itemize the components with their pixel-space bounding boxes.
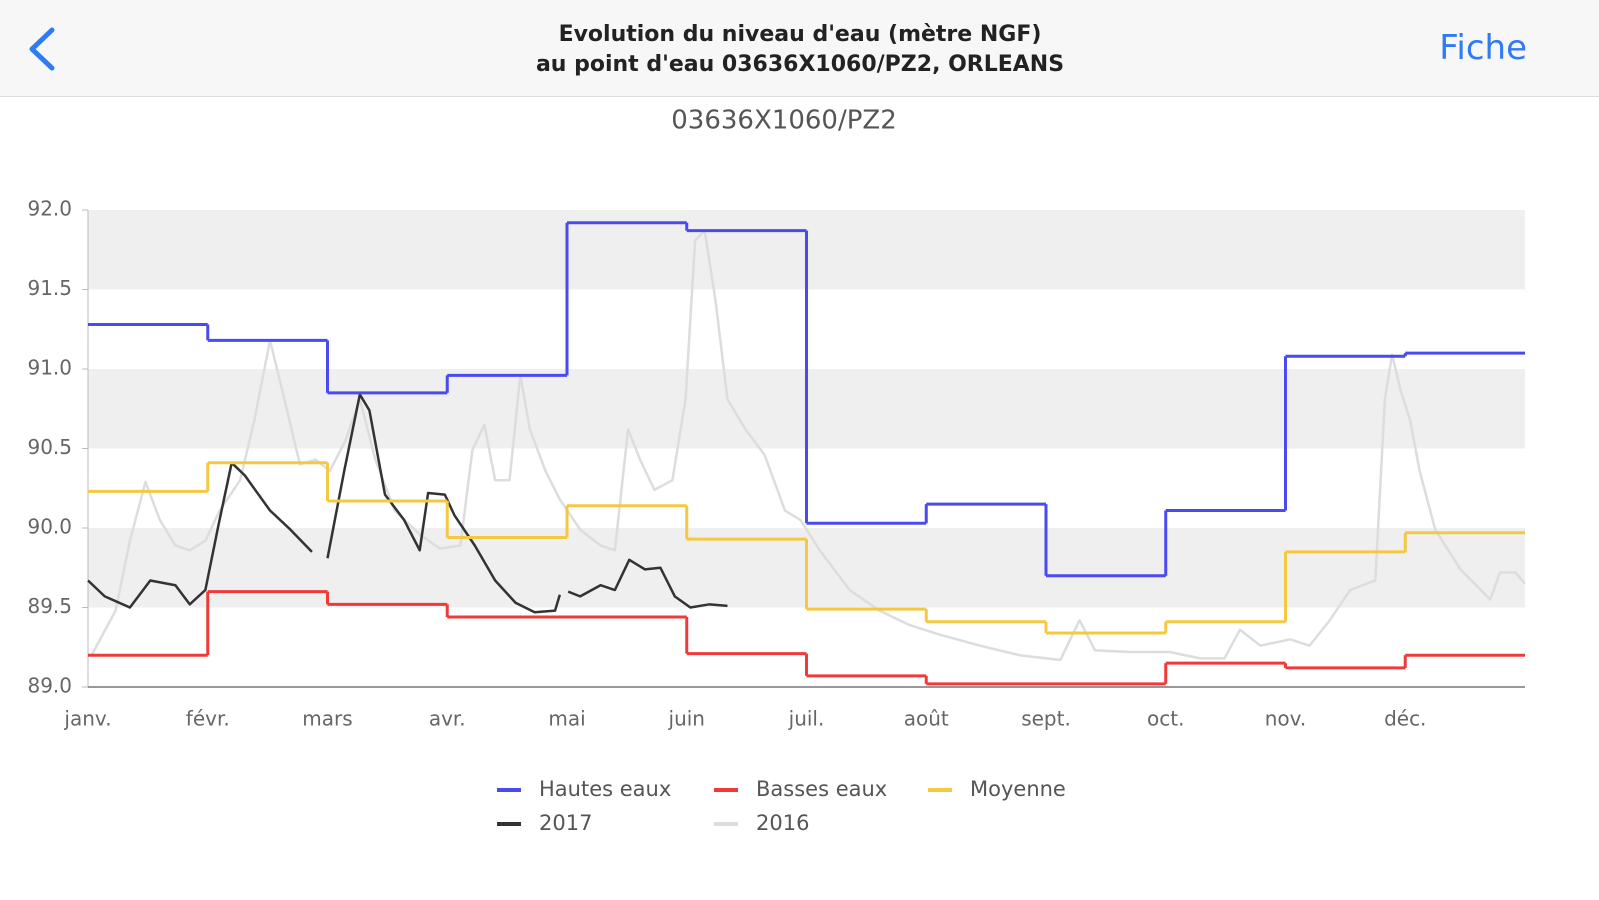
y-tick-label: 91.0 <box>27 356 72 380</box>
x-tick-label: mars <box>302 707 352 731</box>
back-button[interactable] <box>22 24 62 74</box>
legend-label: 2016 <box>756 811 809 835</box>
x-tick-label: mai <box>548 707 585 731</box>
x-tick-label: juin <box>668 707 705 731</box>
chart: 03636X1060/PZ2 89.0 89.5 90.0 90.5 91.0 91.5 9… <box>27 106 1526 835</box>
title-line: Evolution du niveau d'eau (mètre NGF) <box>558 22 1042 47</box>
series-line <box>326 393 562 614</box>
legend-label: Moyenne <box>970 777 1066 801</box>
legend-label: 2017 <box>539 811 592 835</box>
chart-title: 03636X1060/PZ2 <box>671 106 896 136</box>
nav-title: Evolution du niveau d'eau (mètre NGF) au… <box>400 20 1200 80</box>
series-line <box>90 229 1526 662</box>
x-tick-label: nov. <box>1265 707 1307 731</box>
series-line <box>567 558 728 609</box>
x-tick-label: juil. <box>788 707 825 731</box>
title-line: au point d'eau 03636X1060/PZ2, ORLEANS <box>535 52 1065 77</box>
y-tick-label: 90.0 <box>27 515 72 539</box>
x-tick-label: sept. <box>1021 707 1071 731</box>
y-tick-label: 90.5 <box>27 435 72 459</box>
x-tick-label: oct. <box>1147 707 1184 731</box>
x-tick-label: août <box>904 707 949 731</box>
fiche-button[interactable]: Fiche <box>1439 28 1527 68</box>
y-tick-label: 91.5 <box>27 276 72 300</box>
x-tick-label: févr. <box>186 707 230 731</box>
x-tick-label: déc. <box>1384 707 1426 731</box>
nav-bar: Evolution du niveau d'eau (mètre NGF) au… <box>0 0 1599 97</box>
y-tick-label: 89.0 <box>27 674 72 698</box>
series-line <box>87 461 313 609</box>
x-tick-label: janv. <box>63 707 111 731</box>
x-tick-label: avr. <box>429 707 466 731</box>
legend-label: Basses eaux <box>756 777 887 801</box>
legend-label: Hautes eaux <box>539 777 671 801</box>
y-tick-label: 92.0 <box>27 197 72 221</box>
y-tick-label: 89.5 <box>27 594 72 618</box>
